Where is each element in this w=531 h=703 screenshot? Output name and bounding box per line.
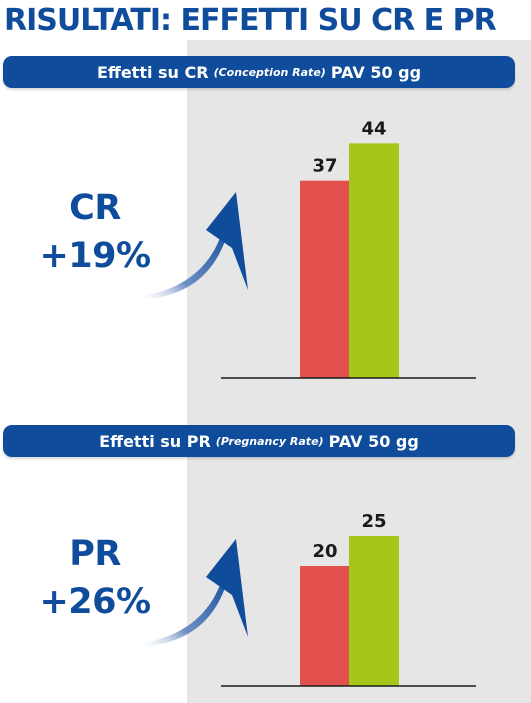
cr-bar-1: [300, 180, 350, 378]
pr-metric-label: PR: [69, 534, 121, 574]
cr-change-value: +19%: [39, 236, 151, 276]
pr-banner: Effetti su PR (Pregnancy Rate) PAV 50 gg: [3, 425, 515, 457]
pr-change-value: +26%: [39, 582, 151, 622]
cr-banner-suffix: PAV 50 gg: [330, 62, 422, 82]
cr-bar-1-value-label: 37: [312, 156, 337, 177]
pr-increase-arrow-icon: [142, 539, 248, 647]
cr-bar-2-value-label: 44: [361, 118, 386, 139]
cr-bar-2: [349, 143, 399, 378]
cr-banner-prefix: Effetti su CR: [96, 62, 209, 82]
pr-bar-1-value-label: 20: [312, 541, 337, 562]
cr-banner-subtitle: (Conception Rate): [213, 65, 326, 79]
pr-bar-2-value-label: 25: [361, 511, 386, 532]
cr-increase-arrow-icon: [142, 192, 248, 300]
pr-banner-prefix: Effetti su PR: [99, 431, 211, 451]
cr-metric-label: CR: [69, 188, 121, 228]
pr-bar-2: [349, 536, 399, 686]
pr-bar-1: [300, 566, 350, 686]
pr-banner-suffix: PAV 50 gg: [328, 431, 419, 451]
page-title: RISULTATI: EFFETTI SU CR E PR: [4, 3, 497, 38]
pr-banner-subtitle: (Pregnancy Rate): [215, 434, 324, 448]
cr-banner: Effetti su CR (Conception Rate) PAV 50 g…: [3, 56, 515, 88]
